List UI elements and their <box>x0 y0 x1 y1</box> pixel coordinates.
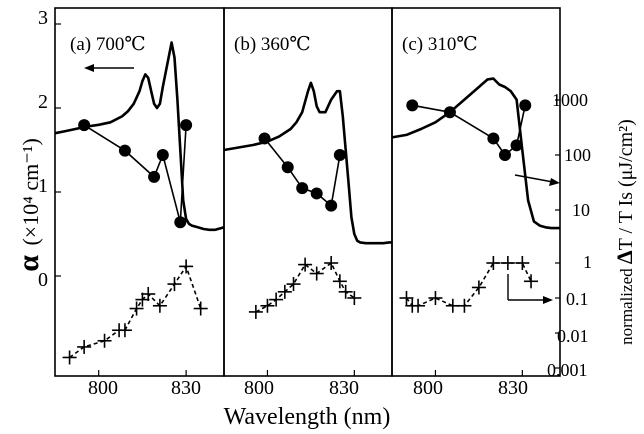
panel-b-is-point-5 <box>333 149 346 161</box>
right-axis-unit: T / T Is (μJ/cm²) <box>615 119 637 250</box>
panel-c-is-point-4 <box>510 139 523 152</box>
panel-c-dt-point-2 <box>411 298 426 313</box>
dt-tick-0.001: 0.001 <box>547 360 588 380</box>
panel-a-dt-point-6 <box>135 292 150 307</box>
arrow-dt-right <box>507 274 553 304</box>
x-tick-c-800: 800 <box>413 377 443 399</box>
panel-c-dt-point-0 <box>399 291 414 305</box>
panel-a-dt-point-10 <box>179 259 194 274</box>
panel-a-alpha-line <box>54 41 225 232</box>
x-tick-b-830: 830 <box>329 377 359 399</box>
x-tick-a-800: 800 <box>88 377 118 399</box>
panel-c-dt-point-6 <box>471 280 486 295</box>
panel-c-is-point-3 <box>498 149 511 161</box>
left-tick-0: 0 <box>38 269 48 291</box>
left-tick-2: 2 <box>38 91 48 113</box>
panel-c-is-point-5 <box>519 99 532 112</box>
right-tick-labels-dt: 1 0.1 0.01 0.001 <box>547 252 592 380</box>
is-tick-1000: 1000 <box>552 90 588 110</box>
panel-c-is-point-1 <box>443 106 456 119</box>
panel-b-dt-point-2 <box>269 292 284 307</box>
panel-b-dt-point-7 <box>324 256 339 270</box>
x-tick-labels: 800 830 800 830 800 830 <box>88 377 528 399</box>
right-axis-prefix: normalized <box>617 264 636 345</box>
panel-b-dt-point-1 <box>260 298 275 313</box>
panel-c-alpha-line <box>391 77 560 230</box>
panel-a-dt-point-0 <box>62 350 77 365</box>
panel-b-is-point-2 <box>296 182 309 195</box>
right-axis-symbol: Δ <box>612 250 637 264</box>
panel-a-is-point-5 <box>180 119 193 132</box>
panel-b-dt-line <box>255 262 355 313</box>
panel-c-dt-point-10 <box>524 274 539 289</box>
is-tick-10: 10 <box>572 200 590 220</box>
panel-a-dt-point-5 <box>129 301 144 316</box>
panel-a-dt-point-11 <box>193 301 208 316</box>
panel-b-dt-point-10 <box>347 291 362 305</box>
panel-b-is-line <box>263 137 341 207</box>
panel-b <box>223 7 393 377</box>
x-tick-a-830: 830 <box>171 377 201 399</box>
panel-b-is-point-0 <box>258 132 271 145</box>
panel-c-dt-point-5 <box>457 298 472 313</box>
panel-b-dt-point-4 <box>286 277 301 292</box>
left-axis-unit: (×10⁴ cm⁻¹) <box>18 138 43 245</box>
panel-c-dt-point-9 <box>515 256 530 270</box>
panel-c-title: (c) 310℃ <box>402 34 478 55</box>
svg-text:normalized ΔT / T Is (μJ/cm²: normalized ΔT / T Is (μJ/cm²) <box>612 119 637 345</box>
dt-tick-1: 1 <box>583 252 592 272</box>
panels <box>54 7 561 377</box>
panel-c <box>391 7 561 377</box>
panel-b-is-point-3 <box>310 187 323 200</box>
panel-b-dt-point-9 <box>338 284 353 299</box>
panel-b-is-point-1 <box>281 161 294 174</box>
panel-b-dt-point-8 <box>332 274 347 289</box>
svg-text:α (×10⁴ cm⁻¹): α (×10⁴ cm⁻¹) <box>12 138 45 272</box>
left-tick-labels: 3 2 1 0 <box>38 7 48 291</box>
panel-b-dt-point-3 <box>277 284 292 299</box>
panel-c-dt-point-8 <box>500 256 515 270</box>
panel-b-alpha-line <box>223 81 392 245</box>
panel-a-dt-point-1 <box>77 339 92 354</box>
panel-c-is-line <box>412 104 526 156</box>
arrow-is-right <box>514 174 560 186</box>
left-tick-1: 1 <box>38 175 48 197</box>
panel-a-is-point-3 <box>156 149 169 161</box>
right-axis-title: normalized ΔT / T Is (μJ/cm²) <box>612 119 637 345</box>
panel-a-dt-point-8 <box>152 298 167 313</box>
x-tick-c-830: 830 <box>498 377 528 399</box>
panel-a-is-point-1 <box>118 144 131 157</box>
panel-c-frame <box>391 7 561 377</box>
panel-a-is-line <box>83 124 187 223</box>
panel-c-is-point-0 <box>406 99 419 112</box>
panel-c-dt-point-3 <box>428 291 443 305</box>
panel-a-dt-point-2 <box>97 333 112 348</box>
panel-b-dt-point-5 <box>298 257 313 272</box>
panel-a-is-point-2 <box>148 170 161 183</box>
is-tick-100: 100 <box>564 145 591 165</box>
panel-b-title: (b) 360℃ <box>234 34 311 55</box>
x-tick-b-800: 800 <box>244 377 274 399</box>
panel-a-title: (a) 700℃ <box>70 34 146 55</box>
panel-a-dt-point-7 <box>141 287 156 302</box>
panel-c-is-point-2 <box>487 132 500 145</box>
dt-tick-0.1: 0.1 <box>566 289 589 309</box>
panel-a-dt-point-4 <box>117 323 132 338</box>
arrow-alpha-left <box>84 64 134 72</box>
panel-a-dt-line <box>69 265 202 359</box>
right-tick-labels-is: 1000 100 10 <box>552 90 591 220</box>
x-axis-title: Wavelength (nm) <box>224 404 391 430</box>
panel-a-dt-point-9 <box>167 277 182 292</box>
panel-b-dt-point-6 <box>309 266 324 281</box>
dt-tick-0.01: 0.01 <box>557 326 589 346</box>
panel-a-is-point-4 <box>174 216 187 229</box>
panel-c-dt-point-7 <box>486 256 501 270</box>
panel-b-is-point-4 <box>325 199 338 212</box>
left-axis-symbol: α <box>12 255 45 272</box>
panel-b-dt-point-0 <box>248 304 263 319</box>
panel-a-is-point-0 <box>78 119 91 132</box>
left-axis-title: α (×10⁴ cm⁻¹) <box>12 138 45 272</box>
left-tick-3: 3 <box>38 7 48 29</box>
